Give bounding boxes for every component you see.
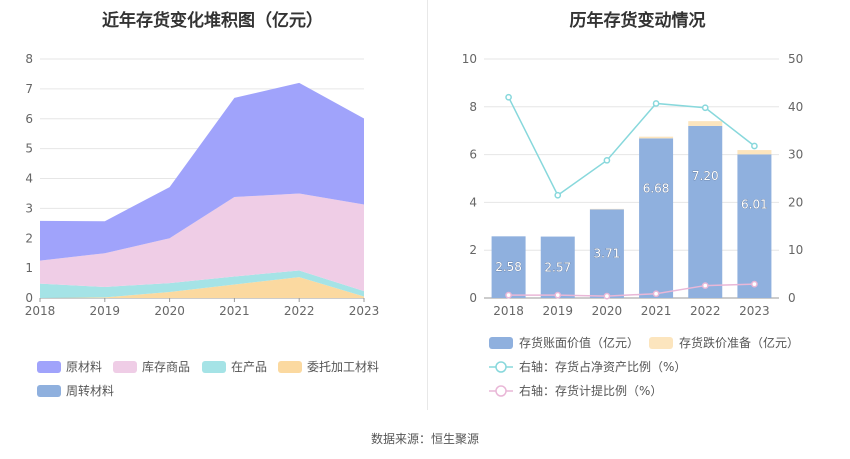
line-point	[701, 104, 709, 112]
bar-impairment-reserve	[688, 121, 723, 126]
line-point	[603, 156, 611, 164]
legend-line-marker	[495, 385, 507, 397]
left-x-tick-label: 2018	[25, 304, 56, 318]
legend-label-在产品: 在产品	[231, 360, 267, 374]
area-series-库存商品	[40, 193, 364, 292]
bar-data-label: 6.01	[741, 197, 768, 211]
legend-swatch-周转材料	[37, 385, 61, 397]
line-point	[505, 93, 512, 101]
right-y2-tick-label: 0	[788, 291, 796, 305]
area-series-在产品	[40, 270, 364, 298]
right-y2-tick-label: 30	[788, 148, 803, 162]
left-y-tick-label: 2	[25, 231, 33, 245]
right-x-tick-label: 2019	[542, 304, 573, 318]
left-x-tick-label: 2022	[284, 304, 315, 318]
line-point	[554, 291, 562, 299]
line-point	[701, 282, 709, 289]
left-y-tick-label: 6	[25, 112, 33, 126]
legend-label-库存商品: 库存商品	[142, 359, 190, 374]
right-x-tick-label: 2023	[739, 304, 770, 318]
right-y-tick-label: 2	[469, 243, 477, 257]
legend-label-周转材料: 周转材料	[66, 383, 114, 398]
left-y-tick-label: 0	[25, 291, 33, 305]
legend-line-marker	[495, 361, 507, 373]
left-y-tick-label: 8	[25, 52, 33, 66]
bar-book-value	[540, 236, 575, 298]
bar-impairment-reserve	[737, 150, 772, 155]
right-chart-title: 历年存货变动情况	[569, 11, 706, 31]
legend-label-line: 右轴：存货占净资产比例（%）	[519, 359, 686, 374]
left-x-tick-label: 2020	[154, 304, 185, 318]
legend-swatch-库存商品	[113, 361, 137, 373]
bar-book-value	[639, 138, 674, 298]
legend-label-line: 右轴：存货计提比例（%）	[519, 383, 662, 398]
left-y-tick-label: 4	[25, 172, 33, 186]
legend-label-委托加工材料: 委托加工材料	[307, 360, 379, 374]
legend-label-book-value: 存货账面价值（亿元）	[519, 335, 639, 350]
right-x-tick-label: 2018	[493, 304, 524, 318]
data-source-footer: 数据来源：恒生聚源	[370, 432, 479, 446]
left-x-tick-label: 2019	[90, 304, 121, 318]
right-y-tick-label: 6	[469, 148, 477, 162]
legend-label-impairment: 存货跌价准备（亿元）	[679, 335, 799, 350]
right-y2-tick-label: 10	[788, 243, 803, 257]
left-x-tick-label: 2023	[349, 304, 380, 318]
bar-book-value	[589, 209, 624, 298]
line-point	[505, 291, 512, 299]
legend-swatch-impairment	[649, 337, 673, 349]
right-y2-tick-label: 40	[788, 100, 803, 114]
left-y-tick-label: 3	[25, 201, 33, 215]
bar-impairment-reserve	[639, 136, 674, 139]
right-x-tick-label: 2020	[592, 304, 623, 318]
legend-swatch-委托加工材料	[278, 361, 302, 373]
legend-label-原材料: 原材料	[66, 360, 102, 374]
panel-divider	[427, 0, 428, 410]
bar-book-value	[491, 236, 526, 298]
right-y-tick-label: 10	[462, 52, 477, 66]
right-y-tick-label: 0	[469, 291, 477, 305]
area-series-委托加工材料	[40, 277, 364, 298]
left-chart-title: 近年存货变化堆积图（亿元）	[102, 11, 323, 31]
line-point	[652, 100, 660, 107]
bar-book-value	[688, 125, 723, 298]
line-point	[554, 191, 562, 199]
left-y-tick-label: 7	[25, 82, 33, 96]
bar-data-label: 3.71	[594, 247, 621, 261]
left-y-tick-label: 1	[25, 261, 33, 275]
bar-data-label: 7.20	[692, 169, 719, 183]
bar-data-label: 2.58	[495, 260, 522, 274]
line-point	[603, 292, 611, 300]
line-series-右轴：存货占净资产比例（%）	[507, 96, 755, 197]
bar-data-label: 6.68	[643, 181, 670, 195]
line-series-右轴：存货计提比例（%）	[508, 283, 755, 297]
legend-swatch-在产品	[202, 361, 226, 373]
right-x-tick-label: 2022	[690, 304, 721, 318]
left-y-tick-label: 5	[25, 142, 33, 156]
right-y2-tick-label: 50	[788, 52, 803, 66]
area-series-原材料	[40, 82, 364, 261]
right-y-tick-label: 4	[469, 195, 477, 209]
bar-book-value	[737, 154, 772, 298]
right-y-tick-label: 8	[469, 100, 477, 114]
left-x-tick-label: 2021	[219, 304, 250, 318]
legend-swatch-book-value	[489, 337, 513, 349]
line-point	[751, 142, 758, 150]
right-x-tick-label: 2021	[641, 304, 672, 318]
bar-data-label: 2.57	[544, 260, 571, 274]
right-y2-tick-label: 20	[788, 195, 803, 209]
legend-swatch-原材料	[37, 361, 61, 373]
line-point	[751, 280, 758, 288]
line-point	[652, 290, 660, 298]
